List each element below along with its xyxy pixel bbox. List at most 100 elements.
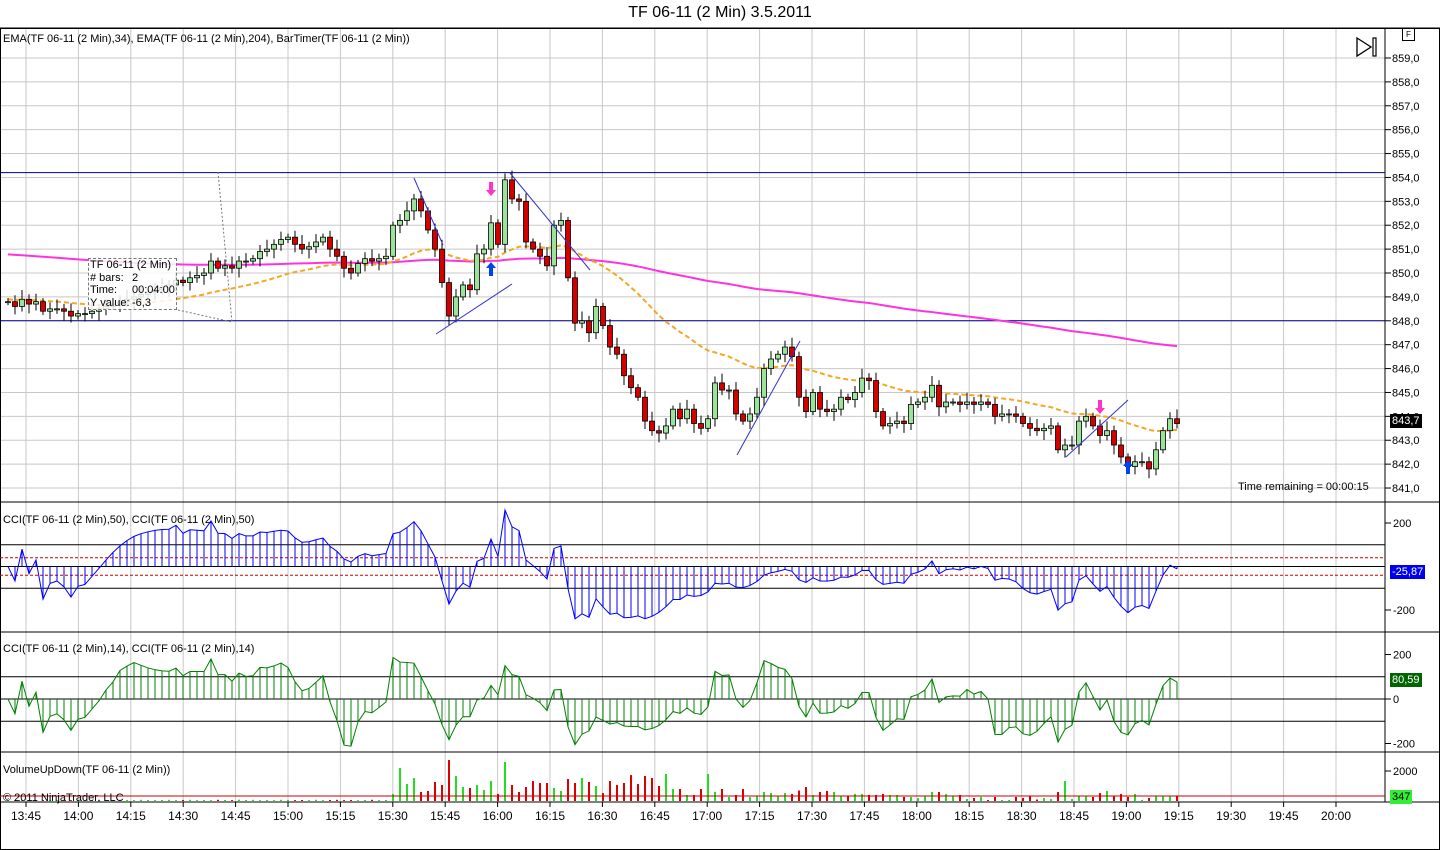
candle-body-up [810,392,816,412]
candle [768,351,774,376]
time-tick-label: 17:15 [745,809,775,823]
candle-body-down [936,384,942,408]
time-tick-label: 16:30 [587,809,617,823]
sell-signal-arrow-icon [1095,400,1105,414]
candle-body-down [61,308,67,312]
candle-body-down [572,277,578,324]
candle [68,303,74,323]
buy-signal-arrow-icon [486,262,496,276]
candle-body-up [929,384,935,398]
candle [222,259,228,277]
candle-body-up [264,248,270,252]
tooltip-y-label: Y value: [90,296,130,309]
candle-body-down [971,401,977,405]
candle-body-up [383,255,389,260]
candle [859,368,865,398]
candle [453,289,459,323]
time-tick-label: 17:30 [797,809,827,823]
candle-body-down [516,198,522,202]
candle-body-down [1090,415,1096,427]
candle [19,289,25,312]
price-tick-label: 854,0 [1392,172,1420,184]
candle-body-down [628,375,634,389]
candle [754,387,760,419]
candle-body-up [894,420,900,424]
tooltip-title: TF 06-11 (2 Min) [90,259,172,271]
time-tick-label: 18:45 [1059,809,1089,823]
candle-body-up [1069,444,1075,447]
candle [523,193,529,249]
price-tick-label: 859,0 [1392,53,1420,65]
cci14-value-marker: 80,59 [1390,673,1422,687]
candle [264,239,270,257]
candle [40,298,46,315]
ema34-line [7,244,1178,433]
candle [82,307,88,322]
candle-body-down [369,258,375,262]
candle-body-down [299,243,305,250]
f-button[interactable]: F [1402,28,1415,41]
candle [845,393,851,404]
candle-body-up [33,301,39,305]
candle-body-down [992,404,998,417]
cci14-tick-label: 0 [1393,694,1399,706]
candle-body-up [761,368,767,398]
candle [12,295,18,315]
candle-body-up [320,236,326,243]
cci14-indicator-label: CCI(TF 06-11 (2 Min),14), CCI(TF 06-11 (… [3,643,255,655]
candle [544,246,550,271]
cci50-indicator-label: CCI(TF 06-11 (2 Min),50), CCI(TF 06-11 (… [3,514,255,526]
cci50-tick-label: -200 [1393,605,1415,617]
candle-body-down [509,179,515,200]
candle [1167,412,1173,439]
copyright-text: © 2011 NinjaTrader, LLC [3,792,124,804]
candle-body-up [908,404,914,424]
candle-body-up [187,277,193,283]
candle-body-down [523,200,529,243]
candle [950,398,956,406]
candle [243,253,249,268]
candle-body-up [663,425,669,434]
candle [992,397,998,425]
time-tick-label: 15:30 [378,809,408,823]
bar-timer-text: Time remaining = 00:00:15 [1238,481,1369,493]
candle [782,340,788,363]
candle-body-down [649,420,655,432]
price-tick-label: 848,0 [1392,316,1420,328]
candle-body-up [82,313,88,316]
play-to-end-icon[interactable] [1355,36,1379,58]
candle [670,405,676,430]
candle [593,298,599,340]
candle [635,384,641,401]
candle [1139,452,1145,467]
last-price-marker: 843,7 [1390,414,1422,428]
candle-body-down [901,420,907,424]
buy-signal-arrow-icon [1123,460,1133,474]
price-indicator-label: EMA(TF 06-11 (2 Min),34), EMA(TF 06-11 (… [3,33,410,45]
candle-body-up [852,392,858,401]
candle [348,260,354,280]
candle [481,244,487,264]
candle-body-up [306,246,312,250]
candle [1118,437,1124,464]
candle-body-down [957,401,963,405]
candle-body-up [943,401,949,408]
candle-body-up [250,258,256,262]
candle [999,404,1005,422]
chart-title: TF 06-11 (2 Min) 3.5.2011 [628,4,812,21]
candle [327,230,333,258]
candle [306,241,312,259]
cci14-tick-label: 200 [1393,650,1411,662]
candle-body-down [866,377,872,381]
candle-body-down [418,198,424,212]
time-tick-label: 14:45 [221,809,251,823]
candle [33,293,39,311]
time-tick-label: 16:45 [640,809,670,823]
candle [1034,418,1040,436]
candle-body-down [824,408,830,412]
candle-body-up [754,396,760,415]
candle [208,253,214,280]
candle-body-down [642,396,648,422]
cci50-line [7,508,1178,620]
